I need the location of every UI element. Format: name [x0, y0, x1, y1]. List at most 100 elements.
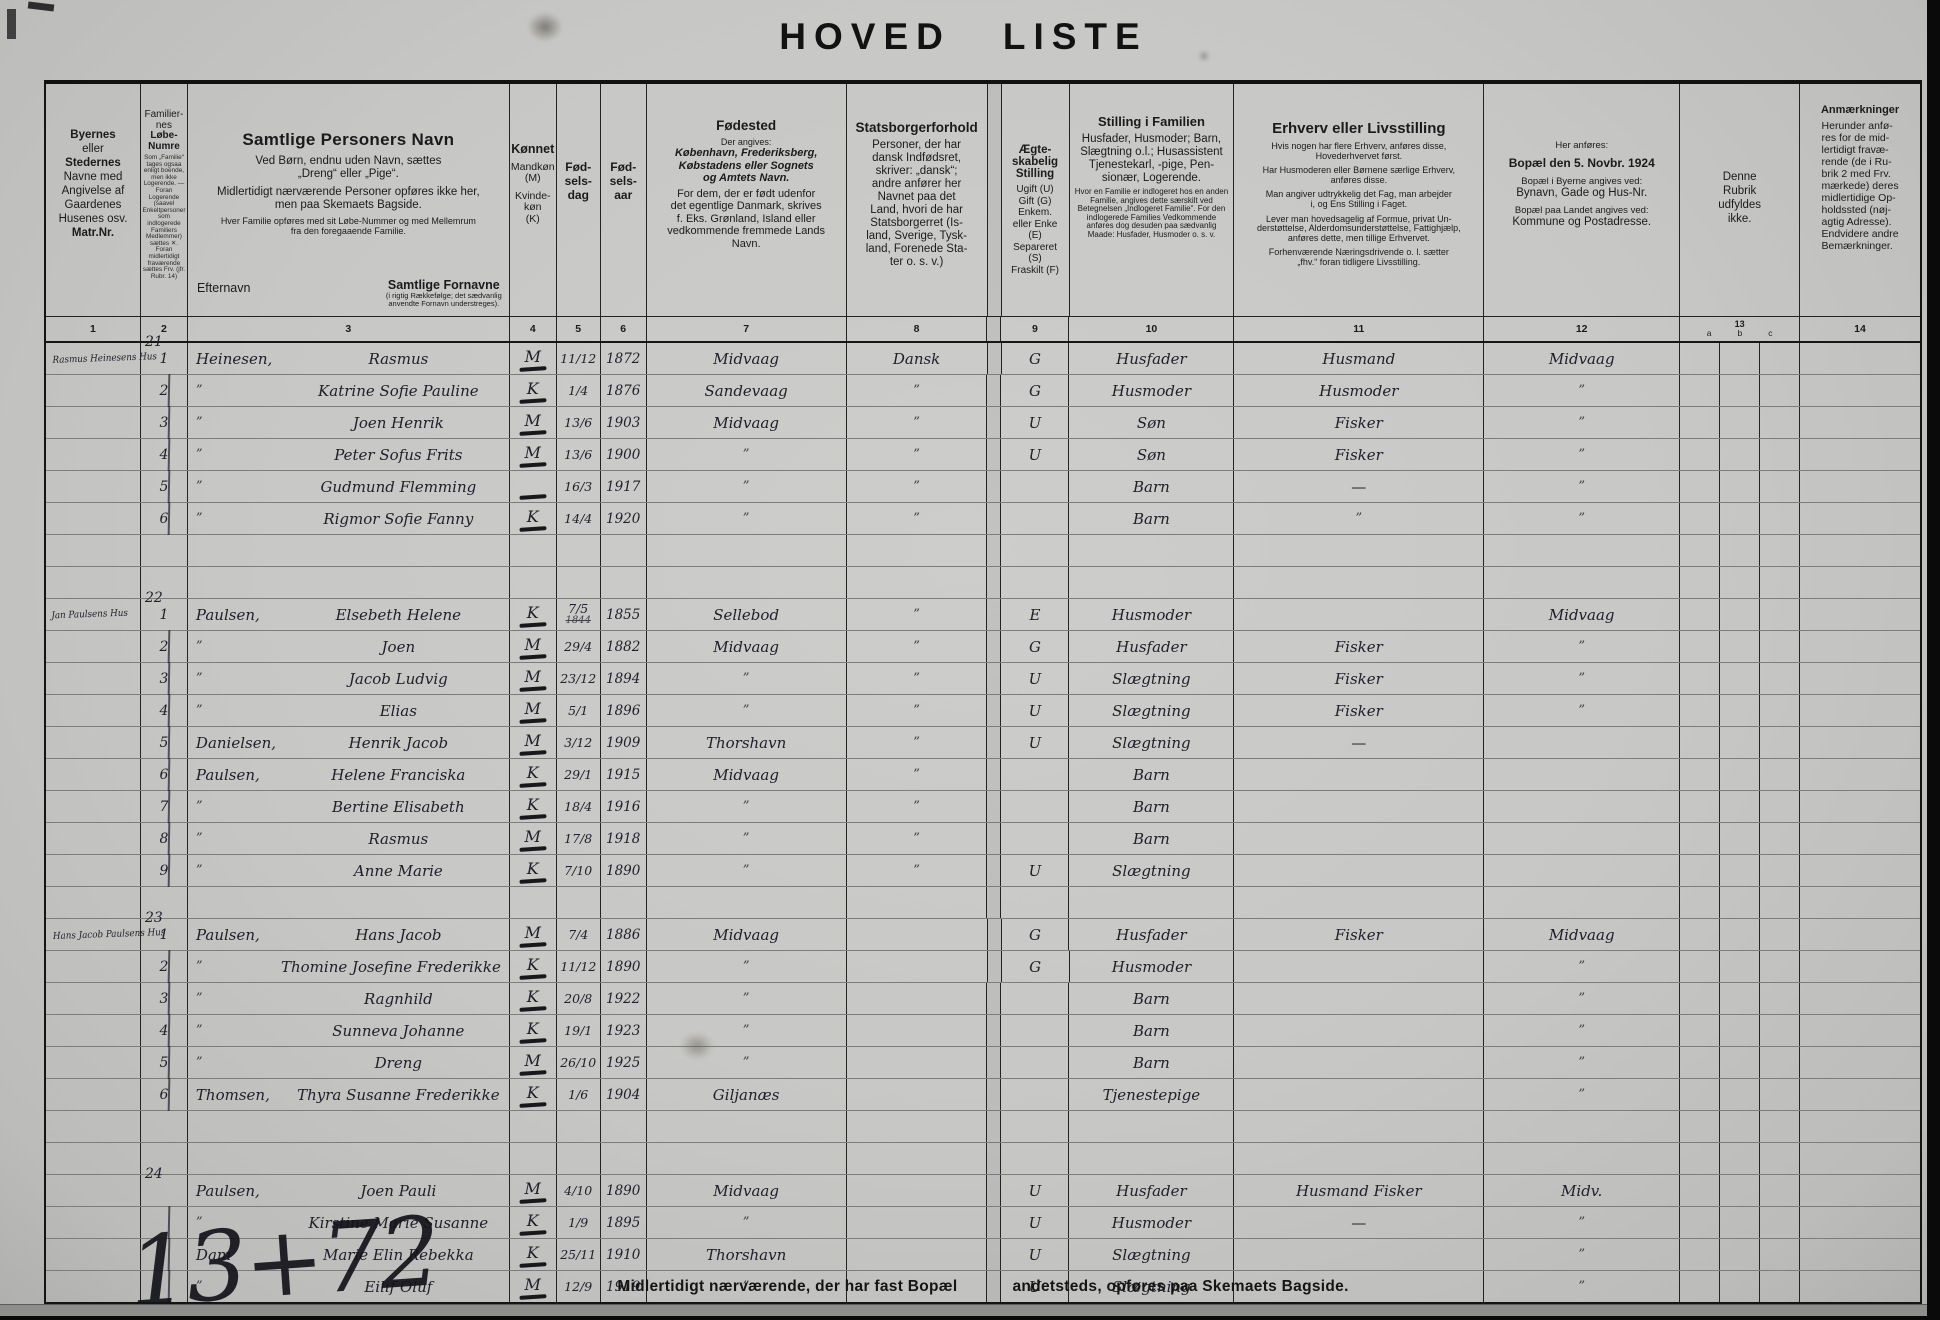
table-row: ” Eilif Oluf M 12/9 1919 ” U Slægtning ”	[46, 1269, 1920, 1304]
name-cell	[188, 1111, 510, 1142]
family-position-value: Slægtning	[1112, 701, 1191, 720]
unused-rubrik-sub-c	[1760, 855, 1799, 886]
residence-value: ”	[1578, 1087, 1585, 1102]
birthyear-cell: 1910	[601, 1239, 647, 1270]
sex-underline	[519, 1069, 547, 1075]
family-bracket	[167, 981, 170, 1016]
given-names-wrap: Rasmus	[296, 350, 501, 368]
header-marital: Ægte- skabelig Stilling Ugift (U) Gift (…	[1002, 84, 1070, 316]
family-position-value: Barn	[1133, 477, 1170, 496]
given-names: Hans Jacob	[355, 925, 442, 944]
header-sex: Kønnet Mandkøn (M) Kvinde- køn (K)	[510, 84, 557, 316]
sex-underline	[519, 1005, 547, 1011]
person-number: 2	[159, 958, 169, 975]
residence-value: ”	[1578, 511, 1585, 526]
unused-rubrik-sub-b	[1720, 343, 1761, 374]
birthday-cell: 1/4	[557, 375, 601, 406]
occupation-cell	[1234, 1079, 1485, 1110]
marital-status-cell: G	[1001, 375, 1070, 406]
family-position-cell: Barn	[1069, 1015, 1235, 1046]
citizenship-value: Dansk	[892, 349, 941, 368]
name-cell: ” Elias	[188, 695, 510, 726]
sex-cell: M	[510, 663, 557, 694]
residence-cell	[1484, 727, 1681, 758]
name-cell: ” Jacob Ludvig	[188, 663, 510, 694]
sex-underline	[519, 653, 547, 659]
house-name-cell	[46, 663, 141, 694]
birthplace-value: Giljanæs	[712, 1085, 780, 1104]
family-position-cell: Husfader	[1069, 919, 1235, 950]
unused-rubrik-sub-a	[1680, 503, 1721, 534]
occupation-value: Fisker	[1334, 445, 1383, 464]
residence-cell: ”	[1484, 695, 1681, 726]
residence-value: ”	[1578, 1055, 1585, 1070]
birthyear-value: 1909	[606, 734, 641, 751]
sex-underline	[519, 717, 547, 723]
residence-cell: ”	[1484, 1015, 1681, 1046]
unused-rubrik-sub-c	[1760, 407, 1799, 438]
house-name-cell	[46, 407, 141, 438]
house-name-cell	[46, 1015, 141, 1046]
marital-status-cell	[1001, 791, 1070, 822]
family-number: 22	[144, 590, 163, 606]
given-names: Thyra Susanne Frederikke	[297, 1085, 500, 1104]
unused-rubrik-cell	[1680, 791, 1801, 822]
birthday-value: 7/4	[568, 926, 589, 942]
birthday-value: 17/8	[564, 830, 593, 846]
occupation-value: Husmand Fisker	[1295, 1181, 1422, 1200]
unused-rubrik-sub-a	[1680, 791, 1721, 822]
given-names-wrap: Peter Sofus Frits	[296, 446, 501, 464]
given-names: Helene Franciska	[331, 765, 466, 784]
citizenship-cell	[847, 1015, 988, 1046]
sex-value: M	[524, 347, 541, 366]
header-family-numbers-line: Løbe- Numre	[148, 130, 180, 152]
header-remarks-title: Anmærkninger	[1820, 104, 1900, 116]
family-position-cell: Slægtning	[1069, 1239, 1235, 1270]
family-position-cell	[1069, 887, 1235, 918]
sex-value: M	[524, 411, 541, 430]
house-name-cell: Rasmus Heinesens Hus	[46, 343, 157, 374]
birthplace-cell: Thorshavn	[647, 1239, 847, 1270]
scan-corner-mark	[7, 9, 16, 39]
given-names-wrap: Marie Elin Rebekka	[296, 1246, 501, 1264]
unused-rubrik-cell	[1680, 1207, 1801, 1238]
line-number-cell: 5	[141, 469, 188, 504]
birthplace-cell: ”	[647, 1207, 847, 1238]
unused-rubrik-sub-b	[1720, 663, 1761, 694]
given-names-wrap: Thomine Josefine Frederikke	[281, 958, 501, 976]
name-cell: Dam Marie Elin Rebekka	[188, 1239, 510, 1270]
census-table: Byernes eller Stedernes Navne med Angive…	[44, 80, 1922, 1304]
residence-cell: ”	[1484, 631, 1681, 662]
unused-rubrik-sub-b	[1720, 791, 1761, 822]
house-name-cell	[46, 471, 141, 502]
birthyear-value: 1882	[606, 638, 641, 655]
unused-rubrik-sub-b	[1720, 1047, 1761, 1078]
family-position-cell: Slægtning	[1069, 663, 1235, 694]
column-number-row: 1 2 3 4 5 6 7 8 9 10 11 12 13 a	[46, 317, 1920, 343]
birthyear-cell	[601, 1111, 647, 1142]
unused-rubrik-sub-c	[1760, 919, 1799, 950]
colnum-8: 8	[847, 317, 988, 341]
birthplace-value: ”	[742, 863, 750, 878]
birthyear-cell: 1855	[601, 599, 647, 630]
line-number-cell	[141, 567, 188, 598]
table-row: ” Kirstine Marie Susanne K 1/9 1895 ” U Husmode…	[46, 1205, 1920, 1240]
person-number: 1	[159, 606, 169, 623]
surname: Heinesen,	[195, 349, 273, 368]
birthplace-cell	[647, 887, 847, 918]
remarks-cell	[1800, 1207, 1920, 1238]
birthyear-cell: 1900	[601, 439, 647, 470]
citizenship-cell	[847, 1079, 988, 1110]
marital-status-cell: G	[1002, 343, 1070, 374]
unused-rubrik-sub-a	[1680, 1143, 1721, 1174]
birthday-cell: 23/12	[557, 663, 601, 694]
given-names-wrap: Eilif Oluf	[296, 1278, 501, 1296]
unused-rubrik-sub-a	[1680, 599, 1721, 630]
gutter-column	[987, 1143, 1002, 1174]
birthplace-cell	[647, 1143, 847, 1174]
name-cell: Paulsen, Helene Franciska	[188, 759, 510, 790]
gutter-column	[987, 1079, 1002, 1110]
occupation-cell: Husmoder	[1234, 375, 1485, 406]
residence-value: ”	[1578, 447, 1585, 462]
citizenship-value: ”	[913, 703, 920, 718]
